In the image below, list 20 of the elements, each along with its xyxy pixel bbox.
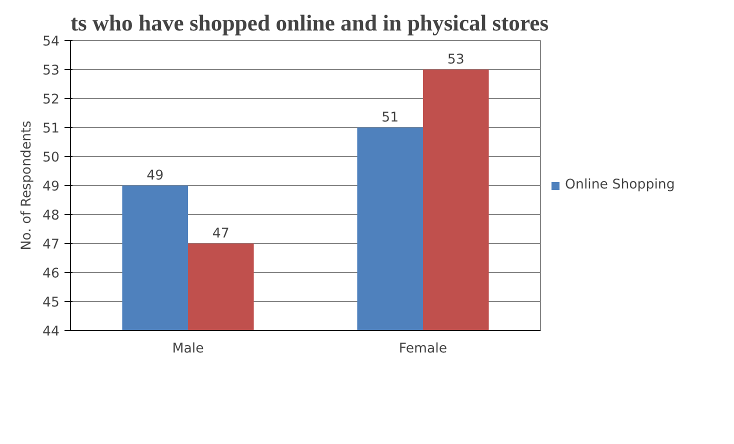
y-tick-label: 47: [42, 238, 60, 252]
y-tick-label: 53: [42, 64, 60, 78]
x-tick-label: Female: [398, 342, 448, 356]
y-axis-title: No. of Respondents: [20, 120, 35, 250]
y-tick-label: 49: [42, 180, 60, 194]
chart-title: ts who have shopped online and in physical stores: [70, 10, 549, 36]
y-tick-label: 54: [42, 34, 60, 50]
y-tick-label: 44: [42, 324, 60, 340]
y-tick-label: 46: [42, 266, 60, 282]
data-label: 49: [146, 168, 164, 184]
y-tick-label: 50: [42, 150, 60, 166]
y-tick-label: 45: [42, 296, 60, 310]
x-tick-label: Male: [172, 342, 204, 356]
y-tick-label: 51: [42, 122, 60, 136]
y-tick-label: 48: [42, 208, 60, 224]
data-label: 47: [212, 226, 230, 242]
y-tick-label: 52: [42, 92, 60, 108]
data-label: 53: [447, 52, 464, 68]
data-label: 51: [382, 110, 399, 126]
legend-label: Online Shopping: [565, 178, 675, 192]
